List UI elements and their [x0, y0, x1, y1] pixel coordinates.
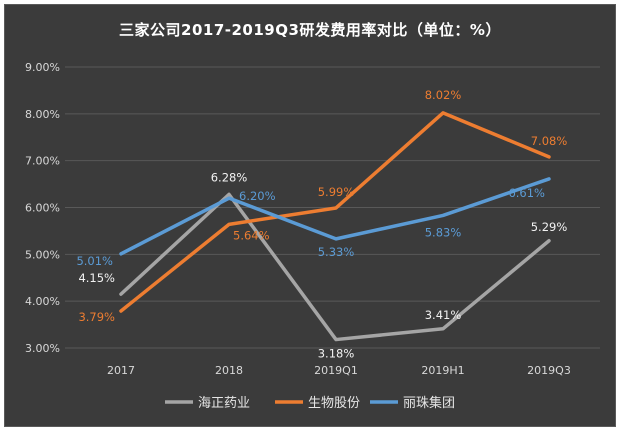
- series-line-生物股份: [119, 111, 551, 313]
- legend-label: 丽珠集团: [403, 395, 455, 411]
- chart-title: 三家公司2017-2019Q3研发费用率对比（单位：%）: [119, 21, 501, 39]
- legend-label: 生物股份: [308, 396, 360, 411]
- data-label: 5.99%: [318, 185, 355, 199]
- data-label: 6.61%: [508, 186, 545, 200]
- x-tick-label: 2017: [107, 364, 135, 377]
- data-label: 8.02%: [425, 88, 462, 102]
- x-tick-label: 2019Q3: [527, 364, 571, 377]
- series-line-海正药业: [119, 192, 551, 342]
- data-label: 5.01%: [76, 254, 113, 268]
- legend-label: 海正药业: [198, 396, 250, 411]
- data-label: 6.20%: [239, 189, 276, 203]
- data-label: 5.64%: [233, 228, 270, 242]
- y-tick-label: 7.00%: [25, 155, 60, 168]
- y-tick-label: 5.00%: [25, 248, 60, 261]
- data-label: 3.41%: [425, 308, 462, 322]
- data-label: 3.79%: [78, 310, 115, 324]
- y-tick-label: 9.00%: [25, 61, 60, 74]
- line-chart: 3.00% 4.00% 5.00% 6.00% 7.00% 8.00% 9.00% 2017 2…: [25, 61, 600, 411]
- y-tick-label: 3.00%: [25, 342, 60, 355]
- data-label: 4.15%: [78, 271, 115, 285]
- y-tick-label: 8.00%: [25, 108, 60, 121]
- data-label: 5.83%: [425, 225, 462, 239]
- series-line-丽珠集团: [119, 177, 551, 256]
- data-label: 5.33%: [318, 245, 355, 259]
- x-tick-label: 2019Q1: [314, 364, 358, 377]
- x-tick-label: 2019H1: [421, 364, 464, 377]
- chart-frame: 三家公司2017-2019Q3研发费用率对比（单位：%） 3.00% 4.00% 5…: [4, 4, 616, 427]
- data-label: 5.29%: [531, 220, 568, 234]
- y-tick-label: 6.00%: [25, 202, 60, 215]
- y-tick-label: 4.00%: [25, 295, 60, 308]
- data-label: 6.28%: [211, 170, 248, 184]
- data-label: 7.08%: [531, 134, 568, 148]
- data-label: 3.18%: [318, 347, 355, 361]
- x-tick-label: 2018: [215, 364, 243, 377]
